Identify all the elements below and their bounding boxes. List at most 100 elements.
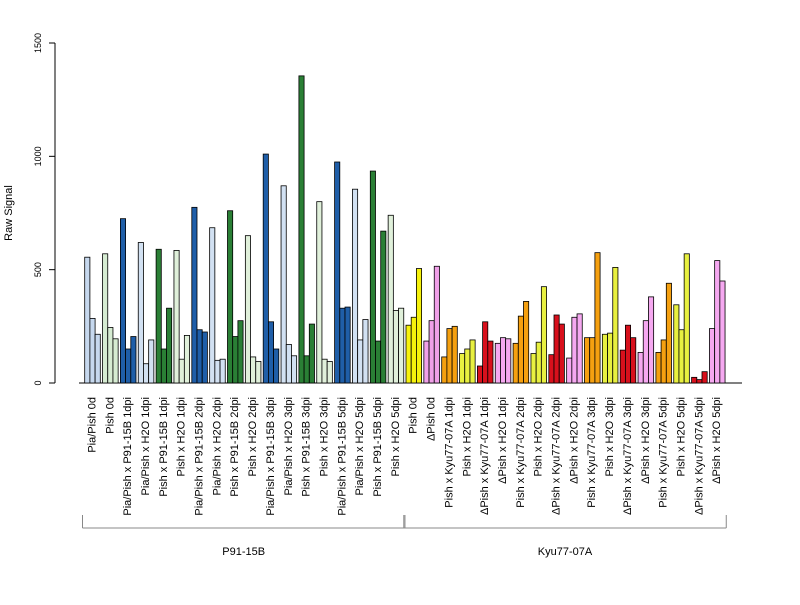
bar	[107, 327, 114, 384]
y-tick-label: 500	[33, 262, 43, 277]
bar	[451, 325, 458, 384]
bar	[112, 338, 119, 384]
bar	[630, 337, 637, 384]
category-label: Pish x H2O 1dpi	[176, 397, 188, 476]
category-label: Pia/Pish x P91-15B 2dpi	[194, 397, 206, 516]
bar	[244, 235, 251, 384]
y-axis: 0 500 1000 1500	[33, 33, 56, 386]
category-label: ΔPish x Kyu77-07A 5dpi	[693, 397, 705, 515]
bar	[709, 328, 716, 384]
bar	[584, 337, 591, 384]
category-label: ΔPish x Kyu77-07A 2dpi	[551, 397, 563, 515]
bar	[285, 344, 292, 384]
bar	[183, 334, 190, 384]
bar	[428, 320, 435, 384]
bar	[352, 188, 359, 384]
category-label: ΔPish x H2O 1dpi	[497, 397, 509, 484]
group-label: Kyu77-07A	[538, 546, 593, 558]
y-axis-title: Raw Signal	[3, 185, 15, 241]
category-label: Pish x H2O 5dpi	[390, 397, 402, 476]
y-tick-label: 0	[33, 380, 43, 385]
category-label: Pish x H2O 1dpi	[461, 397, 473, 476]
bar	[553, 314, 560, 384]
bar	[619, 349, 626, 384]
bar	[303, 355, 310, 384]
bar	[125, 348, 132, 384]
bar	[255, 361, 262, 384]
category-label: Pish x H2O 3dpi	[318, 397, 330, 476]
bar	[719, 280, 726, 384]
category-label: ΔPish x H2O 3dpi	[640, 397, 652, 484]
bar	[494, 342, 501, 384]
category-label: Pia/Pish x H2O 3dpi	[283, 397, 295, 495]
bar	[280, 185, 287, 384]
bar	[648, 296, 655, 384]
bar	[357, 339, 364, 384]
bar	[387, 214, 394, 384]
bar	[209, 227, 216, 384]
bar	[334, 161, 341, 384]
bar	[446, 328, 453, 384]
bar	[398, 307, 405, 384]
bar	[673, 304, 680, 384]
y-tick-label: 1000	[33, 146, 43, 166]
bar	[576, 313, 583, 384]
bar	[120, 218, 127, 384]
bar	[500, 337, 507, 384]
bar	[548, 354, 555, 384]
bar	[298, 75, 305, 384]
category-label: Pia/Pish 0d	[86, 397, 98, 453]
bar	[655, 351, 662, 384]
bar	[423, 340, 430, 384]
bar	[308, 323, 315, 384]
bar	[237, 320, 244, 384]
bar	[601, 333, 608, 384]
bar	[166, 307, 173, 384]
category-label: Pish x P91-15B 2dpi	[229, 397, 241, 497]
bar	[362, 319, 369, 384]
category-label: Pish x P91-15B 3dpi	[301, 397, 313, 497]
bar	[273, 348, 280, 384]
bar	[625, 324, 632, 384]
bar	[642, 320, 649, 384]
bar	[714, 260, 721, 384]
bar	[291, 355, 298, 384]
bar	[540, 286, 547, 384]
bar	[678, 329, 685, 384]
bar	[380, 230, 387, 384]
bar	[665, 282, 672, 384]
bar	[143, 363, 150, 384]
bar	[487, 340, 494, 384]
bar	[594, 252, 601, 384]
bar	[130, 336, 137, 384]
bar	[566, 357, 573, 384]
category-label: Pish x H2O 3dpi	[604, 397, 616, 476]
bar	[369, 170, 376, 384]
bar	[267, 321, 274, 384]
category-label: Pish x H2O 5dpi	[675, 397, 687, 476]
bar	[262, 153, 269, 384]
y-tick-label: 1500	[33, 33, 43, 53]
category-label: Pish x H2O 2dpi	[533, 397, 545, 476]
bar	[178, 358, 185, 384]
bar	[530, 353, 537, 384]
bar	[102, 253, 109, 384]
bar	[392, 310, 399, 384]
bar	[196, 329, 203, 384]
bars	[84, 75, 726, 384]
bar	[94, 333, 101, 384]
bar	[405, 324, 412, 384]
bar	[535, 341, 542, 384]
bar	[607, 332, 614, 384]
category-label: Pish x Kyu77-07A 3dpi	[586, 397, 598, 508]
category-labels: Pia/Pish 0d Pish 0d Pia/Pish x P91-15B 1dp…	[86, 397, 723, 516]
category-label: Pish 0d	[104, 397, 116, 434]
bar	[326, 361, 333, 384]
category-label: Pish x Kyu77-07A 2dpi	[515, 397, 527, 508]
category-label: Pia/Pish x H2O 2dpi	[211, 397, 223, 495]
bar	[701, 371, 708, 384]
bar	[441, 356, 448, 384]
bar	[339, 307, 346, 384]
bar	[160, 348, 167, 384]
